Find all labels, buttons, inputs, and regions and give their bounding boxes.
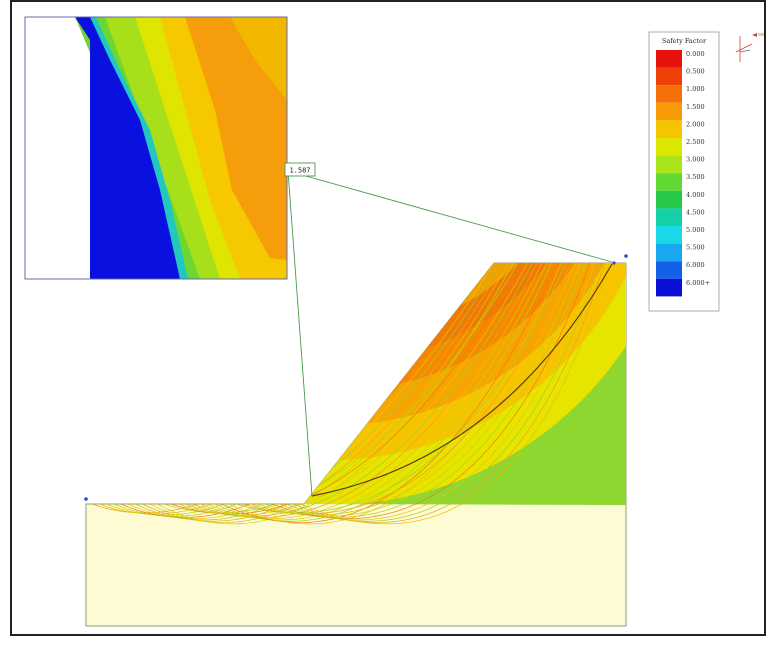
zoom-inset — [24, 16, 288, 280]
legend-label: 3.000 — [686, 156, 705, 164]
inset-band-orange — [185, 17, 287, 260]
orientation-widget-icon — [735, 33, 764, 62]
slip-surface-arc — [221, 263, 557, 523]
legend-label: 1.500 — [686, 103, 705, 111]
legend-swatch — [656, 102, 682, 121]
legend-swatch — [656, 138, 682, 156]
legend-swatch — [656, 190, 682, 209]
legend-swatch — [656, 261, 682, 279]
slip-center-marker — [612, 261, 616, 265]
left-boundary-marker — [84, 497, 88, 501]
slip-surface-arc — [300, 263, 610, 525]
inset-band-darkorange — [230, 17, 287, 100]
legend-swatch — [656, 243, 682, 262]
legend-label: 3.500 — [686, 173, 705, 181]
legend-swatch — [656, 278, 682, 297]
legend-label: 4.000 — [686, 191, 705, 199]
slip-surface-arc — [293, 263, 605, 523]
legend-label: 0.500 — [686, 68, 705, 76]
safety-factor-legend: Safety Factor 0.000 0.500 1.000 1.500 2.000 2… — [648, 31, 720, 312]
slip-surface-arc — [214, 263, 552, 522]
legend-label: 1.000 — [686, 85, 705, 93]
legend-label: 5.000 — [686, 226, 705, 234]
legend-label: 6.000+ — [686, 279, 710, 287]
legend-swatch — [656, 208, 682, 226]
slip-surface-arc — [228, 263, 562, 525]
legend-label: 4.500 — [686, 208, 705, 216]
slip-surfaces — [91, 263, 610, 525]
legend-swatch — [656, 50, 682, 68]
legend-label: 5.500 — [686, 244, 705, 252]
legend-label: 2.000 — [686, 120, 705, 128]
critical-slip-surface — [311, 263, 613, 497]
inset-band-cyan — [80, 17, 188, 279]
legend-swatch — [656, 173, 682, 191]
inset-band-blue — [75, 17, 180, 279]
legend-label: 0.000 — [686, 50, 705, 58]
legend-swatch — [656, 120, 682, 138]
legend-swatch — [656, 85, 682, 103]
legend-swatch — [656, 155, 682, 174]
legend-title: Safety Factor — [662, 37, 707, 45]
legend-swatch — [656, 226, 682, 244]
min-safety-factor-value: 1.587 — [289, 167, 310, 175]
zoom-connector — [287, 170, 613, 497]
right-boundary-marker — [624, 254, 628, 258]
legend-label: 2.500 — [686, 138, 705, 146]
min-safety-factor-label: 1.587 — [284, 162, 316, 177]
legend-label: 6.000 — [686, 261, 705, 269]
legend-swatch — [656, 67, 682, 86]
